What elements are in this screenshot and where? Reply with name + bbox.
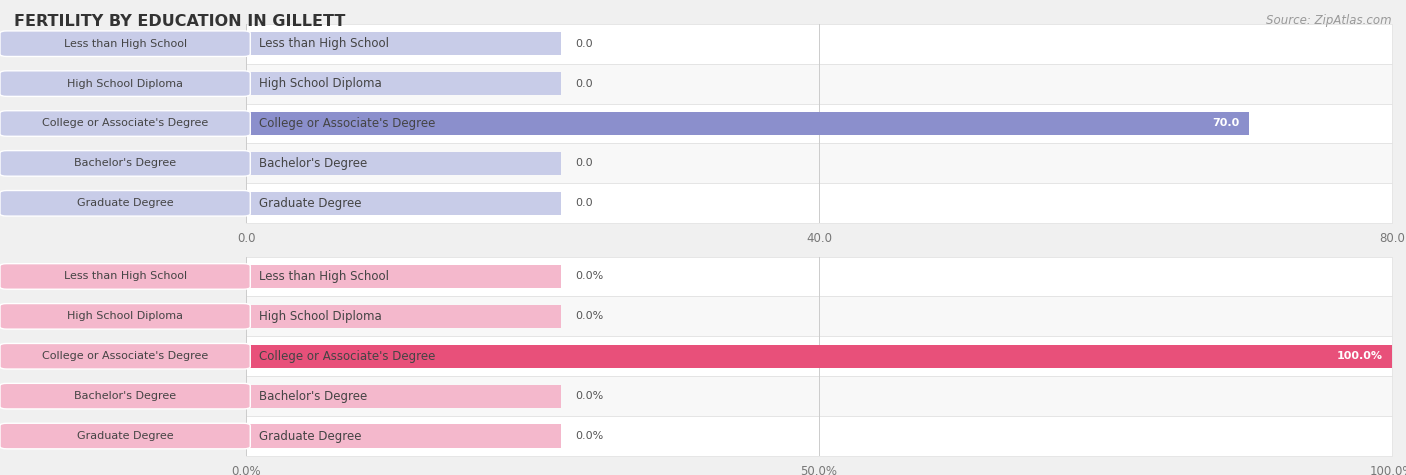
- Text: Graduate Degree: Graduate Degree: [259, 429, 361, 443]
- Text: Bachelor's Degree: Bachelor's Degree: [259, 390, 367, 403]
- Text: High School Diploma: High School Diploma: [67, 311, 183, 322]
- Text: Less than High School: Less than High School: [259, 270, 388, 283]
- Text: 0.0%: 0.0%: [575, 311, 603, 322]
- Text: Less than High School: Less than High School: [259, 37, 388, 50]
- Text: Graduate Degree: Graduate Degree: [77, 198, 173, 209]
- Text: College or Associate's Degree: College or Associate's Degree: [42, 118, 208, 129]
- Text: Bachelor's Degree: Bachelor's Degree: [75, 391, 176, 401]
- FancyBboxPatch shape: [246, 256, 1392, 296]
- Text: Graduate Degree: Graduate Degree: [259, 197, 361, 210]
- FancyBboxPatch shape: [246, 183, 1392, 223]
- Text: Bachelor's Degree: Bachelor's Degree: [259, 157, 367, 170]
- Text: Less than High School: Less than High School: [63, 38, 187, 49]
- Text: 0.0: 0.0: [575, 198, 592, 209]
- Text: 0.0: 0.0: [575, 38, 592, 49]
- Text: 0.0%: 0.0%: [575, 391, 603, 401]
- Bar: [246, 112, 1249, 135]
- Text: Bachelor's Degree: Bachelor's Degree: [75, 158, 176, 169]
- Text: 0.0: 0.0: [575, 158, 592, 169]
- Text: 70.0: 70.0: [1212, 118, 1240, 129]
- FancyBboxPatch shape: [246, 104, 1392, 143]
- Bar: [246, 265, 561, 288]
- FancyBboxPatch shape: [246, 376, 1392, 416]
- Text: High School Diploma: High School Diploma: [259, 77, 381, 90]
- Text: College or Associate's Degree: College or Associate's Degree: [42, 351, 208, 361]
- Text: Graduate Degree: Graduate Degree: [77, 431, 173, 441]
- Bar: [246, 32, 561, 55]
- FancyBboxPatch shape: [246, 64, 1392, 104]
- FancyBboxPatch shape: [246, 24, 1392, 64]
- Text: Source: ZipAtlas.com: Source: ZipAtlas.com: [1267, 14, 1392, 27]
- Text: High School Diploma: High School Diploma: [259, 310, 381, 323]
- Text: 0.0%: 0.0%: [575, 271, 603, 282]
- Text: 100.0%: 100.0%: [1337, 351, 1382, 361]
- FancyBboxPatch shape: [246, 336, 1392, 376]
- Text: Less than High School: Less than High School: [63, 271, 187, 282]
- Bar: [246, 425, 561, 447]
- FancyBboxPatch shape: [246, 296, 1392, 336]
- Text: FERTILITY BY EDUCATION IN GILLETT: FERTILITY BY EDUCATION IN GILLETT: [14, 14, 346, 29]
- Text: High School Diploma: High School Diploma: [67, 78, 183, 89]
- Text: College or Associate's Degree: College or Associate's Degree: [259, 117, 434, 130]
- Text: 0.0%: 0.0%: [575, 431, 603, 441]
- Bar: [246, 152, 561, 175]
- FancyBboxPatch shape: [246, 416, 1392, 456]
- Bar: [246, 345, 561, 368]
- Bar: [246, 305, 561, 328]
- Bar: [246, 72, 561, 95]
- Bar: [246, 385, 561, 408]
- Bar: [246, 345, 1392, 368]
- Text: 0.0: 0.0: [575, 78, 592, 89]
- FancyBboxPatch shape: [246, 143, 1392, 183]
- Bar: [246, 192, 561, 215]
- Bar: [246, 112, 561, 135]
- Text: College or Associate's Degree: College or Associate's Degree: [259, 350, 434, 363]
